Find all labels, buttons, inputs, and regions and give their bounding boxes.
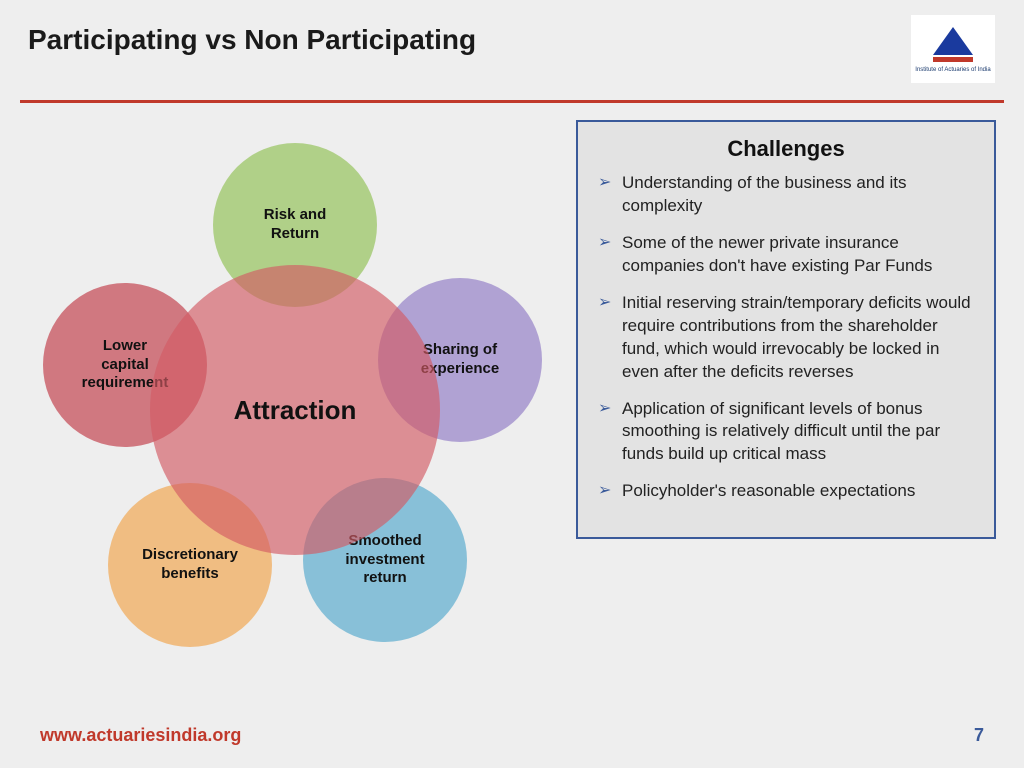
challenge-item: Some of the newer private insurance comp…	[598, 232, 974, 278]
attraction-diagram: Risk andReturnSharing ofexperienceSmooth…	[20, 110, 570, 710]
page-number: 7	[974, 725, 984, 746]
header-rule	[20, 100, 1004, 103]
header: Participating vs Non Participating Insti…	[0, 0, 1024, 100]
footer-url: www.actuariesindia.org	[40, 725, 241, 746]
page-title: Participating vs Non Participating	[28, 24, 996, 56]
challenge-item: Understanding of the business and its co…	[598, 172, 974, 218]
logo: Institute of Actuaries of India	[910, 14, 996, 84]
center-circle: Attraction	[150, 265, 440, 555]
challenges-title: Challenges	[598, 136, 974, 162]
challenges-list: Understanding of the business and its co…	[598, 172, 974, 503]
logo-caption: Institute of Actuaries of India	[915, 67, 990, 73]
challenge-item: Policyholder's reasonable expectations	[598, 480, 974, 503]
challenges-panel: Challenges Understanding of the business…	[576, 120, 996, 539]
logo-icon	[928, 25, 978, 65]
challenge-item: Initial reserving strain/temporary defic…	[598, 292, 974, 384]
challenge-item: Application of significant levels of bon…	[598, 398, 974, 467]
